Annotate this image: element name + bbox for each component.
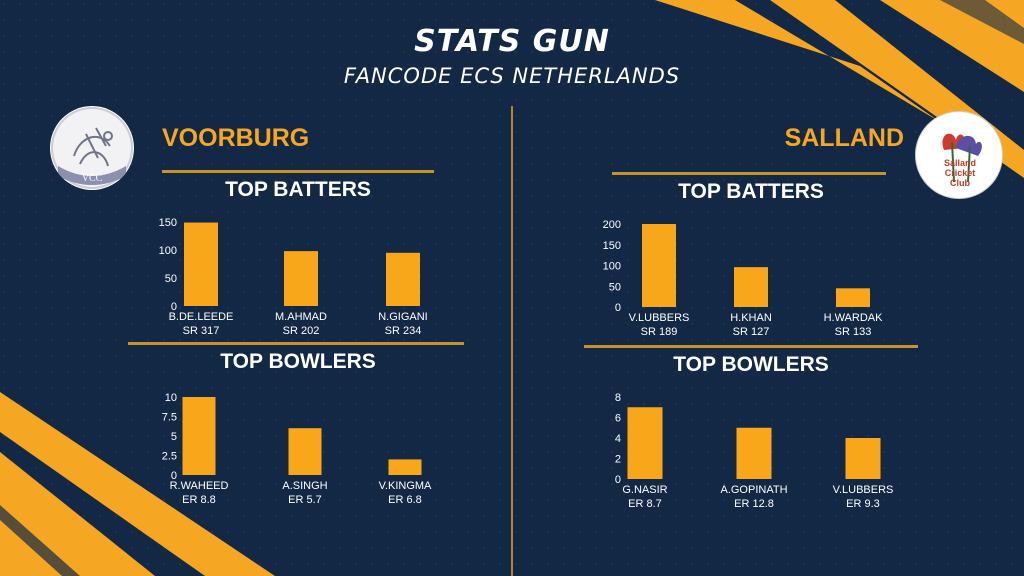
salland-bowlers-category-1: A.GOPINATH	[720, 484, 787, 496]
salland-batters-sublabel-1: SR 127	[733, 326, 770, 338]
salland-batters-sublabel-2: SR 133	[835, 326, 872, 338]
page-subtitle: FANCODE ECS NETHERLANDS	[343, 64, 681, 88]
salland-batters-category-1: H.KHAN	[730, 312, 772, 324]
salland-bowlers-ytick-1: 2	[615, 454, 621, 466]
salland-batters-chart: 0 50 100 150 200 V.LUBBERS SR 189 H.KHAN SR 127 H…	[603, 219, 884, 338]
salland-batters-ytick-4: 200	[603, 219, 621, 231]
voorburg-bowlers-sublabel-2: ER 6.8	[388, 494, 422, 506]
voorburg-batters-ytick-3: 150	[159, 217, 177, 229]
salland-bowlers-category-0: G.NASIR	[622, 484, 667, 496]
voorburg-logo-text: VCC	[81, 173, 103, 184]
salland-bowlers-sublabel-0: ER 8.7	[628, 498, 662, 510]
voorburg-batters-bar-2	[386, 252, 420, 306]
salland-bowlers-ytick-2: 4	[615, 433, 621, 445]
salland-batters-ytick-0: 0	[615, 302, 621, 314]
voorburg-bowlers-bar-2	[388, 459, 422, 475]
voorburg-batters-category-0: B.DE.LEEDE	[169, 311, 234, 323]
left-top-bowlers-heading: TOP BOWLERS	[220, 350, 376, 373]
voorburg-batters-sublabel-1: SR 202	[283, 325, 320, 337]
salland-bowlers-sublabel-1: ER 12.8	[734, 498, 774, 510]
salland-batters-sublabel-0: SR 189	[641, 326, 678, 338]
voorburg-bowlers-chart: 0 2.5 5 7.5 10 R.WAHEED ER 8.8 A.SINGH ER 5.7 V.K…	[162, 392, 432, 506]
salland-batters-ytick-3: 150	[603, 240, 621, 252]
salland-batters-category-0: V.LUBBERS	[629, 312, 690, 324]
salland-batters-ytick-1: 50	[609, 281, 621, 293]
voorburg-batters-bar-0	[184, 222, 218, 306]
voorburg-batters-bar-1	[284, 251, 318, 306]
right-top-bowlers-heading: TOP BOWLERS	[673, 353, 829, 376]
salland-bowlers-ytick-3: 6	[615, 413, 621, 425]
right-batters-rule	[584, 345, 918, 348]
voorburg-batters-ytick-1: 50	[165, 273, 177, 285]
voorburg-bowlers-category-0: R.WAHEED	[170, 480, 229, 492]
voorburg-batters-ytick-0: 0	[171, 301, 177, 313]
voorburg-bowlers-sublabel-0: ER 8.8	[182, 494, 216, 506]
salland-bowlers-bar-1	[736, 427, 772, 479]
salland-bowlers-ytick-4: 8	[615, 392, 621, 404]
left-top-batters-heading: TOP BATTERS	[225, 178, 371, 201]
voorburg-bowlers-sublabel-1: ER 5.7	[288, 494, 322, 506]
salland-batters-category-2: H.WARDAK	[824, 312, 884, 324]
voorburg-batters-category-1: M.AHMAD	[275, 311, 327, 323]
right-team-rule	[612, 172, 886, 175]
right-top-batters-heading: TOP BATTERS	[678, 180, 824, 203]
voorburg-bowlers-bar-0	[182, 397, 216, 475]
page-title: STATS GUN	[414, 24, 610, 59]
salland-logo: Salland Cricket Club	[915, 111, 1003, 199]
voorburg-batters-sublabel-0: SR 317	[183, 325, 220, 337]
salland-bowlers-bar-2	[845, 438, 881, 479]
voorburg-bowlers-ytick-3: 7.5	[162, 412, 177, 424]
salland-batters-ytick-2: 100	[603, 261, 621, 273]
salland-bowlers-bar-0	[627, 407, 663, 479]
voorburg-bowlers-category-2: V.KINGMA	[379, 480, 432, 492]
voorburg-bowlers-ytick-0: 0	[171, 470, 177, 482]
voorburg-batters-chart: 0 50 100 150 B.DE.LEEDE SR 317 M.AHMAD SR 202 N.…	[159, 217, 428, 337]
voorburg-bowlers-bar-1	[288, 428, 322, 475]
team-name-right: SALLAND	[784, 124, 904, 152]
salland-bowlers-sublabel-2: ER 9.3	[846, 498, 880, 510]
team-name-left: VOORBURG	[162, 124, 310, 152]
voorburg-batters-ytick-2: 100	[159, 245, 177, 257]
salland-batters-bar-1	[734, 267, 768, 307]
voorburg-bowlers-ytick-2: 5	[171, 431, 177, 443]
voorburg-logo: VCC	[50, 106, 134, 190]
voorburg-bowlers-ytick-4: 10	[165, 392, 177, 404]
salland-bowlers-chart: 0 2 4 6 8 G.NASIR ER 8.7 A.GOPINATH ER 12.8 V.LUB…	[615, 392, 894, 510]
left-batters-rule	[128, 342, 464, 345]
salland-batters-bar-0	[642, 224, 676, 307]
voorburg-batters-category-2: N.GIGANI	[378, 311, 428, 323]
salland-bowlers-category-2: V.LUBBERS	[833, 484, 894, 496]
voorburg-bowlers-ytick-1: 2.5	[162, 451, 177, 463]
left-team-rule	[162, 170, 434, 173]
salland-logo-text: Salland Cricket Club	[943, 158, 976, 188]
salland-bowlers-ytick-0: 0	[615, 474, 621, 486]
salland-batters-bar-2	[836, 288, 870, 307]
center-divider	[511, 106, 513, 576]
voorburg-batters-sublabel-2: SR 234	[385, 325, 422, 337]
voorburg-bowlers-category-1: A.SINGH	[282, 480, 327, 492]
